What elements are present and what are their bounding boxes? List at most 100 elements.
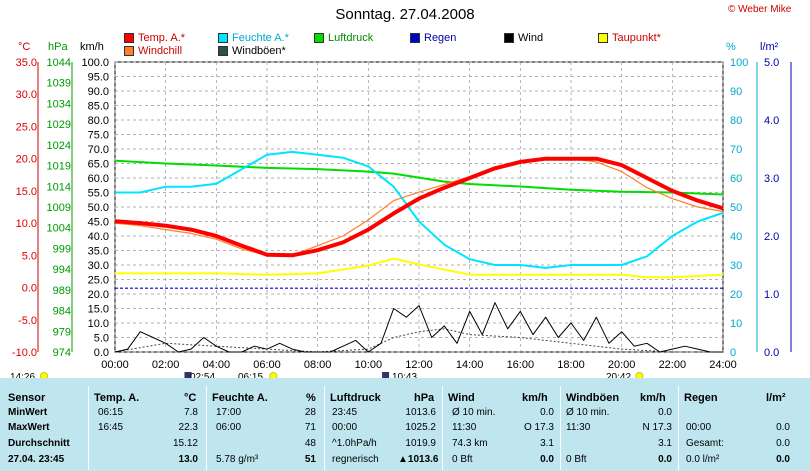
wind-axis-tick: 30.0 [88,260,109,272]
x-tick-label: 10:00 [355,359,383,371]
legend-temp: Temp. A.* [124,32,185,44]
series-windb-en-line [114,328,723,353]
table-cell-w-val: 0.0 [540,454,554,465]
table-cell-t-val: 7.8 [184,407,198,418]
wind-axis-tick: 45.0 [88,217,109,229]
legend-swatch-wind [504,33,514,43]
table-cell-r-desc: 0.0 l/m² [686,454,720,465]
x-tick-label: 08:00 [304,359,332,371]
legend-dewpoint: Taupunkt* [598,32,661,44]
rain-axis-tick: 0.0 [764,347,779,359]
rain-axis-tick: 4.0 [764,115,779,127]
x-tick-label: 20:00 [608,359,636,371]
wind-axis-tick: 60.0 [88,173,109,185]
pressure-axis-tick: 1024 [47,140,71,152]
wind-axis-tick: 95.0 [88,72,109,84]
wind-axis-tick: 70.0 [88,144,109,156]
table-cell-p-val: ▲1013.6 [398,454,439,465]
hdr-gust-unit: km/h [640,392,666,404]
pressure-axis-tick: 1004 [47,223,71,235]
wind-axis-tick: 35.0 [88,246,109,258]
temp-axis-tick: 10.0 [16,218,37,230]
table-cell-w-desc: 11:30 [452,422,477,433]
temp-axis-tick: 25.0 [16,121,37,133]
temp-axis-tick: 5.0 [22,250,37,262]
table-cell-g-val: 0.0 [658,407,672,418]
table-cell-p-val: 1025.2 [405,422,436,433]
wind-axis-tick: 80.0 [88,115,109,127]
wind-axis-tick: 10.0 [88,318,109,330]
table-cell-r-val: 0.0 [776,422,790,433]
legend-label-gusts: Windböen* [232,45,286,57]
temp-axis-tick: 30.0 [16,89,37,101]
hdr-gust: Windböen [566,392,620,404]
table-cell-g-val: 3.1 [658,438,672,449]
hdr-pressure-unit: hPa [414,392,435,404]
x-tick-label: 00:00 [101,359,129,371]
moon-time-2: 10:43 [392,372,417,383]
humidity-axis-tick: 40 [730,231,742,243]
table-cell-label: MaxWert [8,422,50,433]
humidity-axis-tick: 0 [730,347,736,359]
time-left-marker [40,372,48,378]
table-cell-label: Durchschnitt [8,438,70,449]
table-cell-p-time: 23:45 [332,407,358,418]
weather-chart: 00:00 02:00 04:00 06:00 08:00 10:00 12:00 14:00… [12,57,792,378]
table-cell-h-val: 48 [304,438,316,449]
temp-axis-tick: -10.0 [12,347,37,359]
rain-axis-tick: 5.0 [764,57,779,69]
humidity-axis-tick: 30 [730,260,742,272]
wind-axis-tick: 25.0 [88,275,109,287]
moon-marker-2 [382,372,390,378]
series-feuchte-a-line [115,150,724,269]
humidity-axis-tick: 10 [730,318,742,330]
humidity-axis-tick: 90 [730,86,742,98]
legend-swatch-pressure [314,33,324,43]
table-cell-h-val: 71 [304,422,316,433]
rain-axis-tick: 2.0 [764,231,779,243]
x-tick-label: 04:00 [203,359,231,371]
table-cell-p-time: ^1.0hPa/h [332,438,377,449]
table-cell-g-desc: Ø 10 min. [566,407,610,418]
legend-swatch-windchill [124,46,134,56]
table-cell-r-val: 0.0 [776,454,790,465]
table-cell-r-val: 0.0 [776,438,790,449]
humidity-axis-tick: 20 [730,289,742,301]
table-cell-r-desc: Gesamt: [686,438,724,449]
legend-swatch-gusts [218,46,228,56]
wind-axis-tick: 15.0 [88,304,109,316]
pressure-axis-tick: 984 [53,306,71,318]
legend-wind: Wind [504,32,543,44]
table-cell-label: MinWert [8,407,48,418]
wind-axis-tick: 65.0 [88,159,109,171]
page-title: Sonntag. 27.04.2008 [335,6,475,23]
series-luftdruck-line [114,159,724,196]
moon-marker-1 [184,372,192,378]
moon-time-1: 02:54 [190,372,215,383]
wind-axis-tick: 0.0 [94,347,109,359]
table-cell-h-time: 5.78 g/m³ [216,454,259,465]
legend-swatch-temp [124,33,134,43]
rain-axis-tick: 1.0 [764,289,779,301]
humidity-axis-tick: 70 [730,144,742,156]
table-cell-t-time: 16:45 [98,422,124,433]
pressure-unit-label: hPa [48,41,68,53]
sunset-marker [635,372,644,378]
time-left-label: 14:26 [10,372,35,383]
table-cell-h-time: 06:00 [216,422,242,433]
legend-pressure: Luftdruck [314,32,373,44]
table-cell-h-val: 51 [304,454,316,465]
table-cell-t-val: 15.12 [172,438,198,449]
table-cell-h-val: 28 [304,407,316,418]
pressure-axis-tick: 979 [53,326,71,338]
pressure-axis-tick: 1019 [47,161,71,173]
table-cell-w-val: O 17.3 [523,422,554,433]
pressure-axis-tick: 1029 [47,119,71,131]
hdr-humidity-unit: % [306,392,316,404]
hdr-sensor: Sensor [8,392,46,404]
temp-axis-tick: 15.0 [16,186,37,198]
table-cell-r-desc: 00:00 [686,422,712,433]
table-cell-w-val: 0.0 [540,407,554,418]
wind-axis-tick: 50.0 [88,202,109,214]
hdr-wind-unit: km/h [522,392,548,404]
